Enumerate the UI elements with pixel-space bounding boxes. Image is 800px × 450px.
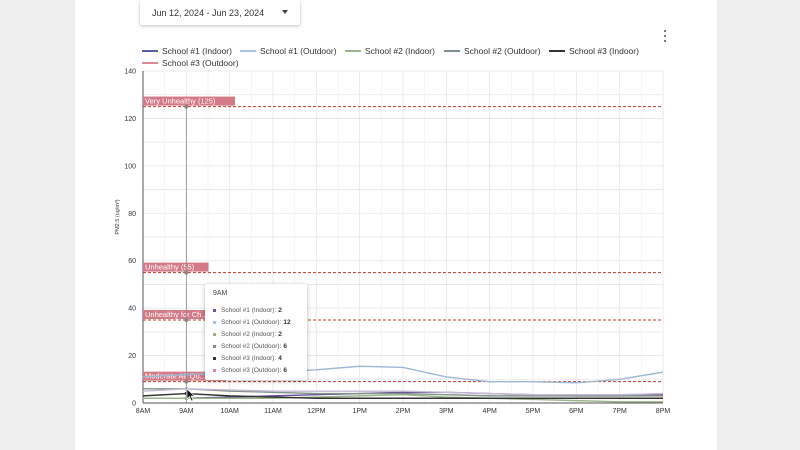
tooltip-row: School #2 (Indoor): 2 [213, 328, 299, 340]
legend-swatch [142, 50, 158, 52]
tooltip-row: School #3 (Outdoor): 6 [213, 364, 299, 376]
legend-label: School #1 (Outdoor) [260, 46, 337, 56]
legend-swatch [345, 50, 361, 52]
y-tick-label: 40 [128, 306, 136, 313]
tooltip-series-value: 6 [283, 342, 287, 350]
y-tick-label: 120 [124, 116, 136, 123]
date-range-picker[interactable]: Jun 12, 2024 - Jun 23, 2024 [140, 0, 300, 25]
series-line [143, 393, 663, 403]
tooltip-series-label: School #1 (Indoor): [221, 306, 277, 314]
y-tick-label: 60 [128, 258, 136, 265]
y-tick-label: 80 [128, 211, 136, 218]
tooltip-series-value: 4 [278, 354, 282, 362]
tooltip-series-dot [213, 344, 216, 348]
threshold-label-bg [143, 262, 209, 272]
cursor-icon [186, 388, 196, 402]
threshold-label: Unhealthy (55) [145, 263, 195, 272]
x-tick-label: 6PM [569, 408, 584, 415]
more-options-icon[interactable] [662, 30, 668, 42]
legend-item[interactable]: School #3 (Outdoor) [142, 58, 239, 68]
series-line [143, 388, 663, 397]
tooltip-series-label: School #2 (Outdoor): [221, 342, 282, 350]
tooltip-series-dot [213, 368, 216, 372]
x-tick-label: 8AM [136, 408, 151, 415]
y-axis-ticks: 0 20 40 60 80 100 120 140 [124, 69, 136, 408]
tooltip-series-value: 2 [278, 330, 282, 338]
series-lines [142, 365, 664, 403]
legend-label: School #2 (Outdoor) [464, 46, 541, 56]
tooltip-series-label: School #3 (Indoor): [221, 354, 277, 362]
y-tick-label: 100 [124, 163, 136, 170]
x-tick-label: 1PM [352, 408, 367, 415]
tooltip-series-dot [213, 332, 216, 336]
threshold-label-bg [143, 310, 231, 319]
threshold-label-bg [143, 371, 227, 381]
threshold-label: Unhealthy for Ch... [145, 310, 208, 319]
tooltip-series-dot [213, 320, 216, 324]
tooltip-series-value: 12 [283, 318, 291, 326]
series-line [142, 392, 663, 399]
threshold-label-bg [143, 96, 235, 106]
legend-swatch [444, 50, 460, 52]
threshold-label: Moderate Air Qu... [145, 372, 206, 381]
tooltip-title: 9AM [213, 290, 228, 297]
y-axis-label: PM2.5 (ug/m³) [115, 199, 121, 234]
x-tick-label: 2PM [396, 408, 411, 415]
tooltip-series-label: School #3 (Outdoor): [221, 366, 282, 374]
legend-label: School #2 (Indoor) [365, 46, 435, 56]
y-tick-label: 20 [128, 353, 136, 360]
legend-item[interactable]: School #1 (Outdoor) [240, 46, 337, 56]
tooltip-series-label: School #2 (Indoor): [221, 330, 277, 338]
tooltip-series-dot [213, 308, 216, 312]
threshold-label: Very Unhealthy (125) [145, 97, 216, 106]
legend-item[interactable]: School #1 (Indoor) [142, 46, 232, 56]
legend-label: School #1 (Indoor) [162, 46, 232, 56]
x-tick-label: 11AM [264, 408, 282, 415]
caret-down-icon [282, 10, 288, 14]
x-tick-label: 8PM [656, 408, 671, 415]
series-line [142, 388, 664, 396]
x-tick-label: 4PM [482, 408, 497, 415]
tooltip-series-value: 6 [283, 366, 287, 374]
tooltip-series-value: 2 [278, 306, 282, 314]
x-axis-ticks: 8AM 9AM 10AM 11AM 12PM 1PM 2PM 3PM 4PM 5PM 6PM 7PM 8… [136, 408, 671, 415]
y-tick-label: 140 [124, 69, 136, 76]
tooltip-row: School #1 (Outdoor): 12 [213, 316, 299, 328]
tooltip-series-dot [213, 356, 216, 360]
hover-tooltip: 9AM School #1 (Indoor): 2 School #1 (Outdo… [205, 284, 307, 380]
tooltip-row: School #1 (Indoor): 2 [213, 304, 299, 316]
legend-item[interactable]: School #3 (Indoor) [549, 46, 639, 56]
x-tick-label: 10AM [221, 408, 239, 415]
legend-swatch [240, 50, 256, 52]
legend-item[interactable]: School #2 (Indoor) [345, 46, 435, 56]
tooltip-series-label: School #1 (Outdoor): [221, 318, 282, 326]
x-tick-label: 9AM [179, 408, 194, 415]
x-tick-label: 12PM [307, 408, 325, 415]
x-tick-label: 5PM [526, 408, 541, 415]
legend-label: School #3 (Outdoor) [162, 58, 239, 68]
x-tick-label: 7PM [612, 408, 627, 415]
legend-swatch [549, 50, 565, 52]
tooltip-row: School #2 (Outdoor): 6 [213, 340, 299, 352]
x-tick-label: 3PM [439, 408, 454, 415]
legend-swatch [142, 62, 158, 64]
date-range-label: Jun 12, 2024 - Jun 23, 2024 [152, 7, 265, 18]
legend-label: School #3 (Indoor) [569, 46, 639, 56]
tooltip-row: School #3 (Indoor): 4 [213, 352, 299, 364]
y-tick-label: 0 [132, 401, 136, 408]
legend-item[interactable]: School #2 (Outdoor) [444, 46, 541, 56]
